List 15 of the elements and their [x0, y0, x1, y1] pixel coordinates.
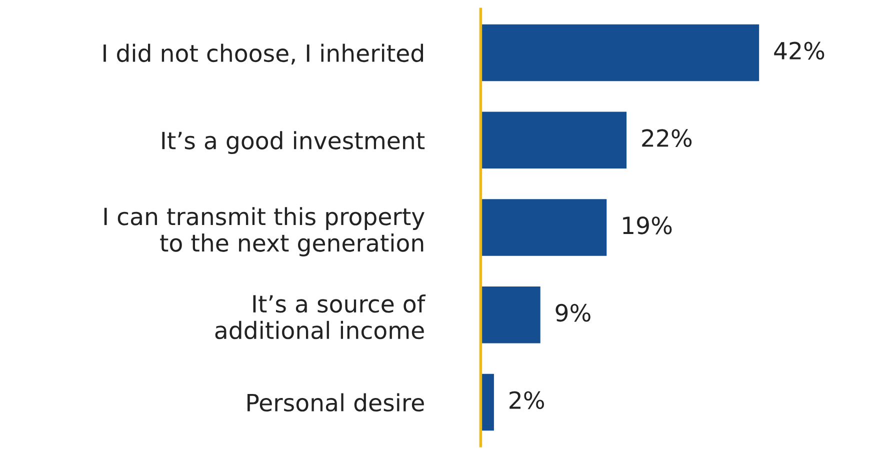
bar: [480, 112, 627, 169]
bar: [480, 199, 607, 256]
y-tick-label: Personal desire: [248, 393, 424, 412]
bar: [480, 374, 494, 431]
bar: [480, 286, 540, 344]
y-tick-label: It’s a source of additional income: [215, 294, 426, 340]
data-label: 19%: [623, 216, 672, 234]
data-label: 9%: [556, 304, 590, 322]
y-tick-label: It’s a good investment: [162, 131, 425, 154]
data-label: 2%: [510, 391, 544, 410]
bar: [480, 24, 760, 82]
y-tick-label: I can transmit this property to the next generation: [104, 207, 424, 256]
data-label: 22%: [642, 129, 692, 147]
y-tick-label: I did not choose, I inherited: [104, 44, 423, 64]
data-label: 42%: [774, 42, 824, 60]
